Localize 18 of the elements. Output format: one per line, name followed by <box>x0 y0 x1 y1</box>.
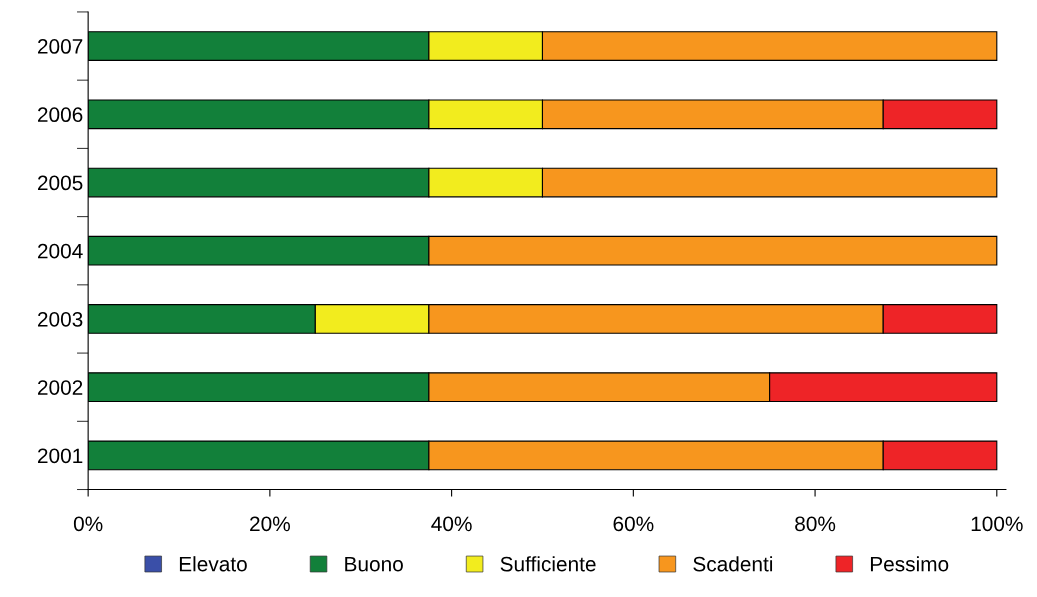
x-tick-label: 40% <box>431 516 472 532</box>
y-tick-label: 2004 <box>37 243 83 259</box>
y-tick-label: 2002 <box>37 380 83 395</box>
x-tick-label: 80% <box>795 516 836 532</box>
legend-label: Elevato <box>179 556 247 572</box>
legend-label: Pessimo <box>870 556 949 572</box>
x-tick-label: 20% <box>250 516 290 532</box>
legend-label: Sufficiente <box>500 556 596 572</box>
y-tick-label: 2007 <box>37 39 83 54</box>
y-tick-label: 2003 <box>37 311 83 327</box>
x-tick-label: 0% <box>73 516 103 532</box>
y-tick-label: 2001 <box>37 448 83 464</box>
y-tick-label: 2005 <box>37 175 83 191</box>
legend-label: Buono <box>345 556 403 572</box>
x-tick-label: 100% <box>971 516 1023 532</box>
y-tick-label: 2006 <box>37 107 83 123</box>
legend-label: Scadenti <box>693 556 773 572</box>
x-tick-label: 60% <box>613 516 654 532</box>
